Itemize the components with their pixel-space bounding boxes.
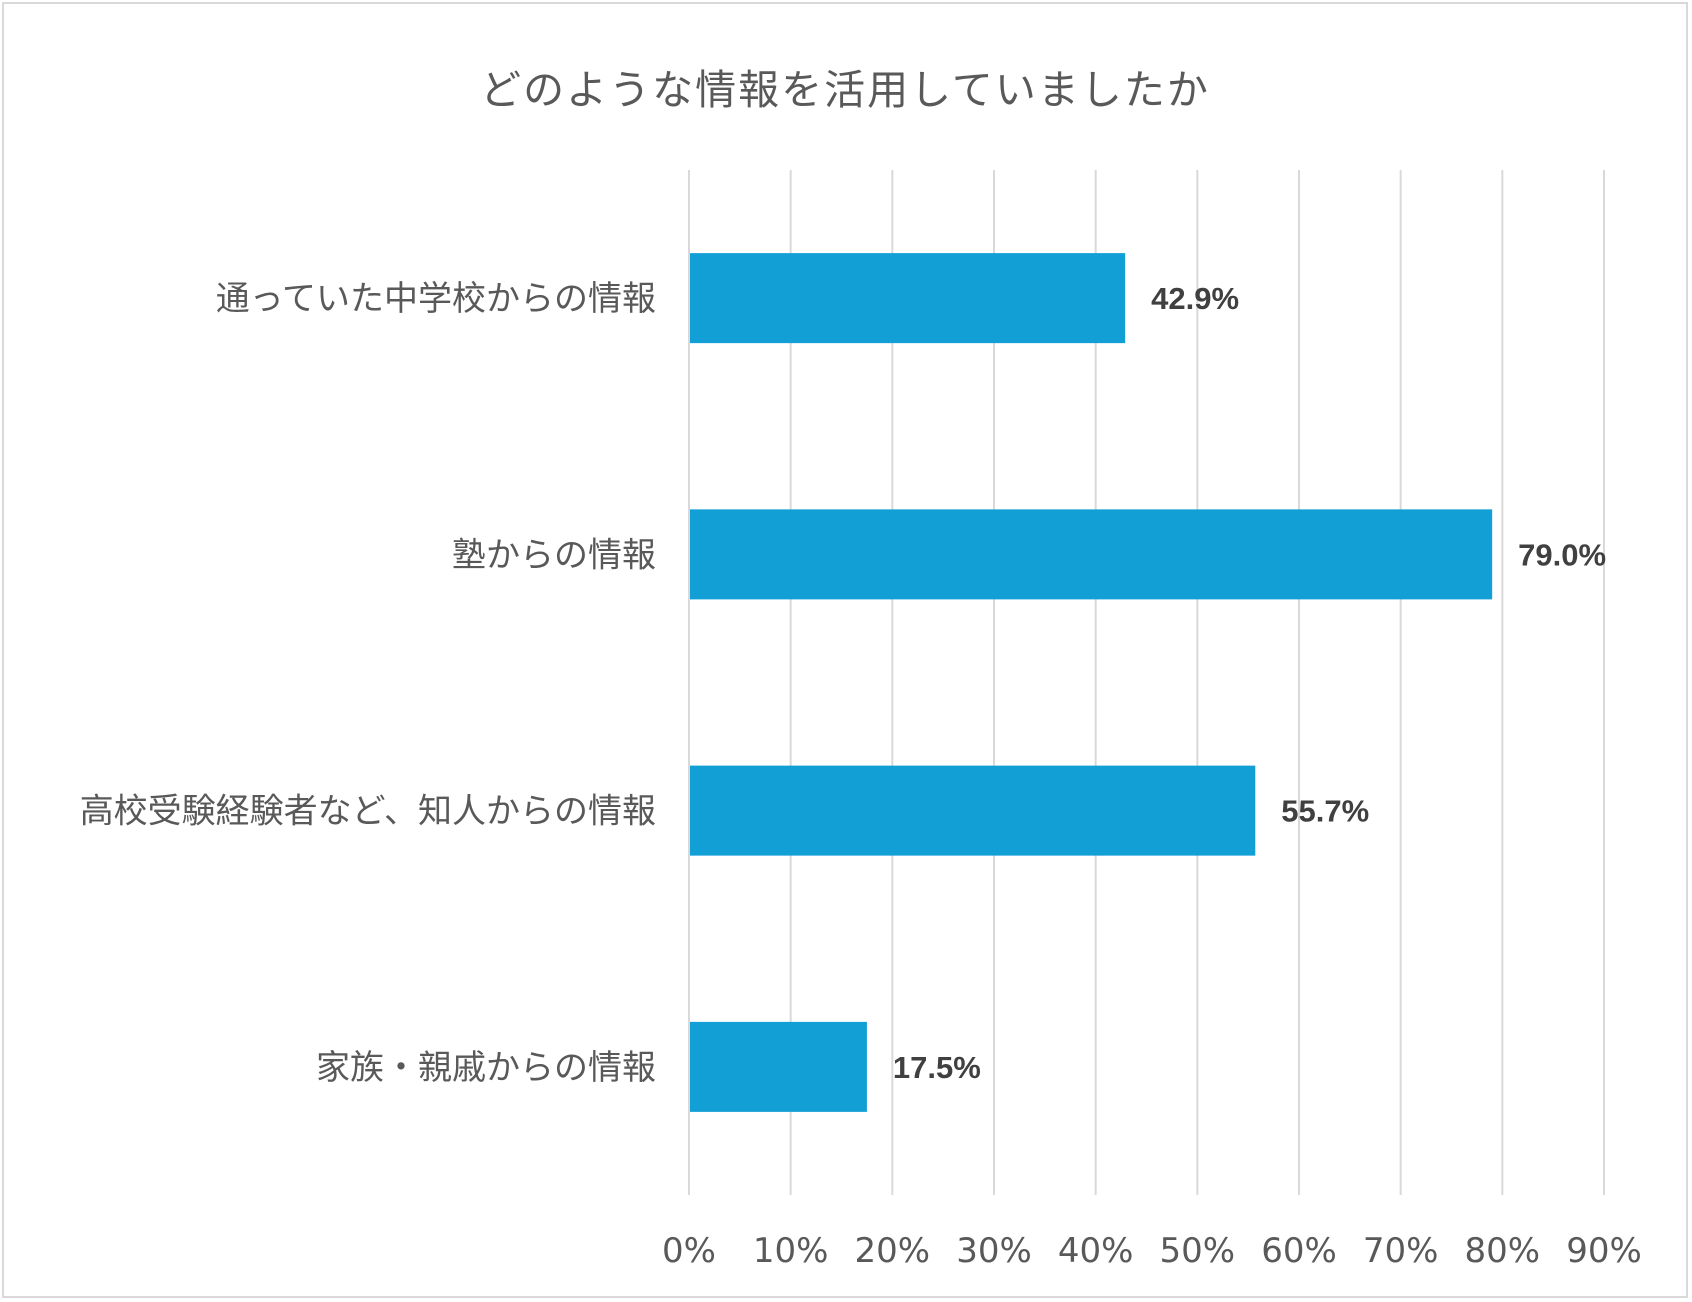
x-tick-labels: 0% 10% 20% 30% 40% 50% 60% 70% 80% 90%: [662, 1231, 1642, 1271]
chart-title: どのような情報を活用していましたか: [480, 66, 1210, 114]
bar: [690, 1021, 867, 1112]
data-label: 79.0%: [1518, 537, 1606, 572]
x-tick-label: 20%: [855, 1231, 931, 1271]
x-tick-label: 60%: [1261, 1231, 1337, 1271]
category-label: 通っていた中学校からの情報: [216, 279, 656, 319]
category-label: 塾からの情報: [452, 535, 656, 575]
x-tick-label: 50%: [1160, 1231, 1236, 1271]
category-label: 家族・親戚からの情報: [316, 1048, 656, 1088]
bar: [690, 253, 1126, 344]
bar: [690, 509, 1493, 600]
data-label: 17.5%: [893, 1050, 981, 1085]
x-tick-label: 30%: [956, 1231, 1032, 1271]
gridlines: [688, 170, 1605, 1195]
data-label: 55.7%: [1281, 794, 1369, 829]
x-tick-label: 70%: [1363, 1231, 1439, 1271]
x-tick-label: 40%: [1058, 1231, 1134, 1271]
x-tick-label: 10%: [753, 1231, 829, 1271]
x-tick-label: 90%: [1566, 1231, 1642, 1271]
category-label: 高校受験経験者など、知人からの情報: [80, 792, 656, 832]
data-label: 42.9%: [1151, 281, 1239, 316]
x-tick-label: 80%: [1465, 1231, 1541, 1271]
data-labels: 42.9% 79.0% 55.7% 17.5%: [893, 281, 1606, 1085]
x-tick-label: 0%: [662, 1231, 716, 1271]
bar: [690, 765, 1256, 856]
bars: [690, 253, 1493, 1112]
category-labels: 通っていた中学校からの情報塾からの情報高校受験経験者など、知人からの情報家族・親…: [80, 279, 656, 1088]
